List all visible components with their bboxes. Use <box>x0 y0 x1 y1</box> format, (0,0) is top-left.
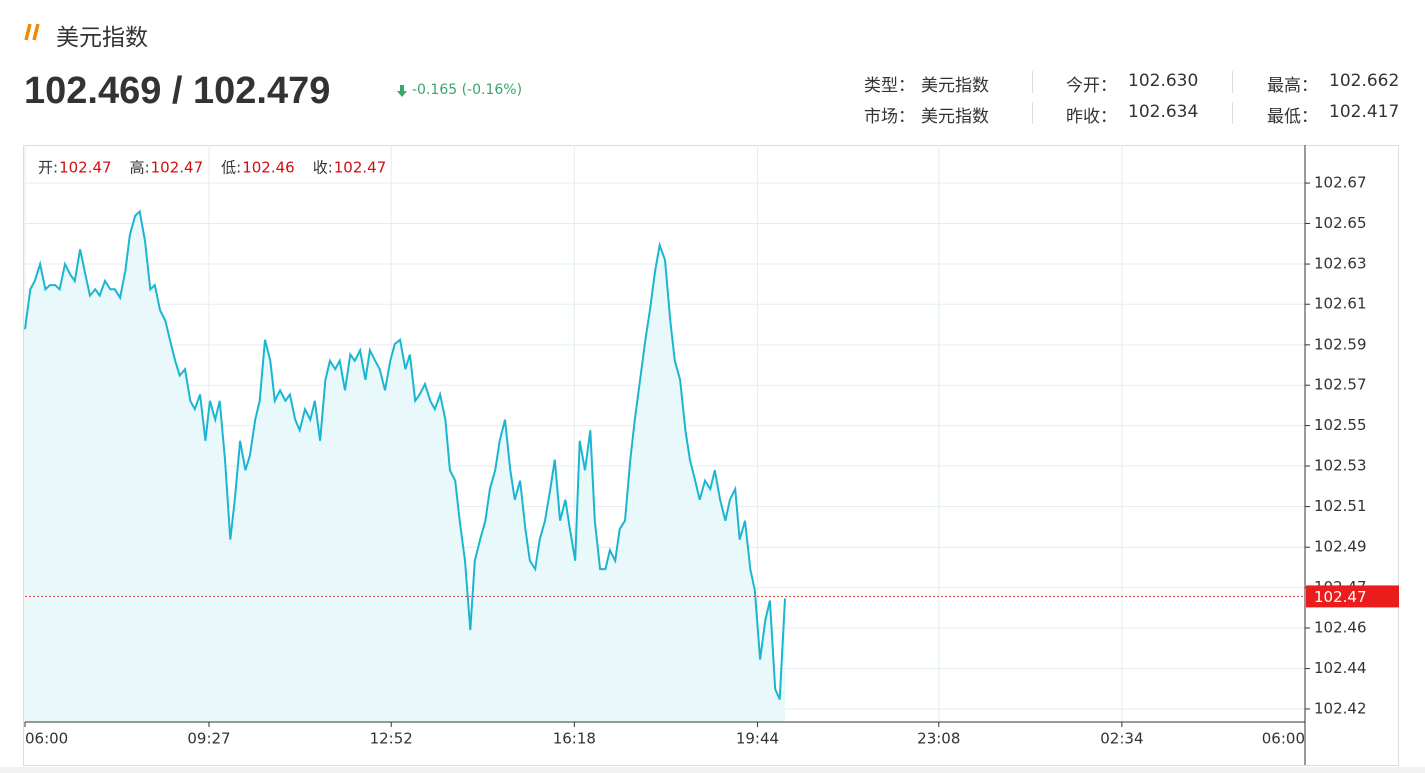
price-change: -0.165 (-0.16%) <box>412 82 523 98</box>
price: 102.469 / 102.479 <box>24 70 331 112</box>
x-tick-label: 06:00 <box>25 730 68 748</box>
ohlc-label: 低: <box>221 159 241 177</box>
x-tick-label: 09:27 <box>187 730 230 748</box>
y-tick-label: 102.49 <box>1314 538 1367 556</box>
y-tick-label: 102.65 <box>1314 214 1367 232</box>
y-tick-label: 102.67 <box>1314 174 1367 192</box>
price-line <box>24 209 786 700</box>
last-price-box <box>1306 585 1399 608</box>
info-label: 最高： <box>1267 76 1318 96</box>
chart-frame <box>23 145 1399 766</box>
ohlc-label: 收: <box>313 159 333 177</box>
x-tick-label: 23:08 <box>917 730 960 748</box>
last-price-label: 102.47 <box>1314 588 1367 606</box>
y-tick-label: 102.53 <box>1314 456 1367 474</box>
area <box>25 211 785 722</box>
y-tick-label: 102.55 <box>1314 416 1367 434</box>
ohlc-label: 开: <box>38 159 58 177</box>
title: 美元指数 <box>56 25 148 51</box>
y-tick-label: 102.42 <box>1314 699 1367 717</box>
ohlc-value: 102.47 <box>151 159 204 177</box>
down-arrow <box>397 85 407 97</box>
ohlc-label: 高: <box>130 159 150 177</box>
info-label: 最低： <box>1267 107 1318 127</box>
separator <box>1232 71 1233 93</box>
x-tick-label: 02:34 <box>1100 730 1143 748</box>
y-tick-label: 102.59 <box>1314 335 1367 353</box>
footer-strip <box>0 767 1425 773</box>
info-value: 美元指数 <box>921 76 989 96</box>
info-label: 类型： <box>864 76 915 96</box>
y-tick-label: 102.51 <box>1314 497 1367 515</box>
info-label: 今开： <box>1066 76 1117 96</box>
y-tick-label: 102.44 <box>1314 659 1367 677</box>
ohlc-value: 102.47 <box>334 159 387 177</box>
y-tick-label: 102.61 <box>1314 295 1367 313</box>
info-number: 102.417 <box>1329 102 1400 122</box>
separator <box>1232 102 1233 124</box>
separator <box>1032 102 1033 124</box>
x-tick-label: 12:52 <box>370 730 413 748</box>
y-tick-label: 102.63 <box>1314 255 1367 273</box>
ohlc-value: 102.47 <box>59 159 112 177</box>
info-label: 市场： <box>864 107 915 127</box>
y-tick-label: 102.57 <box>1314 376 1367 394</box>
separator <box>1032 71 1033 93</box>
info-value: 美元指数 <box>921 107 989 127</box>
info-number: 102.634 <box>1128 102 1199 122</box>
x-tick-label: 16:18 <box>553 730 596 748</box>
x-tick-label: 19:44 <box>736 730 779 748</box>
info-number: 102.630 <box>1128 71 1199 91</box>
info-label: 昨收： <box>1066 107 1117 127</box>
x-tick-label: 06:00 <box>1262 730 1305 748</box>
info-number: 102.662 <box>1329 71 1400 91</box>
ohlc-value: 102.46 <box>242 159 295 177</box>
logo-icon <box>24 23 40 41</box>
y-tick-label: 102.46 <box>1314 618 1367 636</box>
